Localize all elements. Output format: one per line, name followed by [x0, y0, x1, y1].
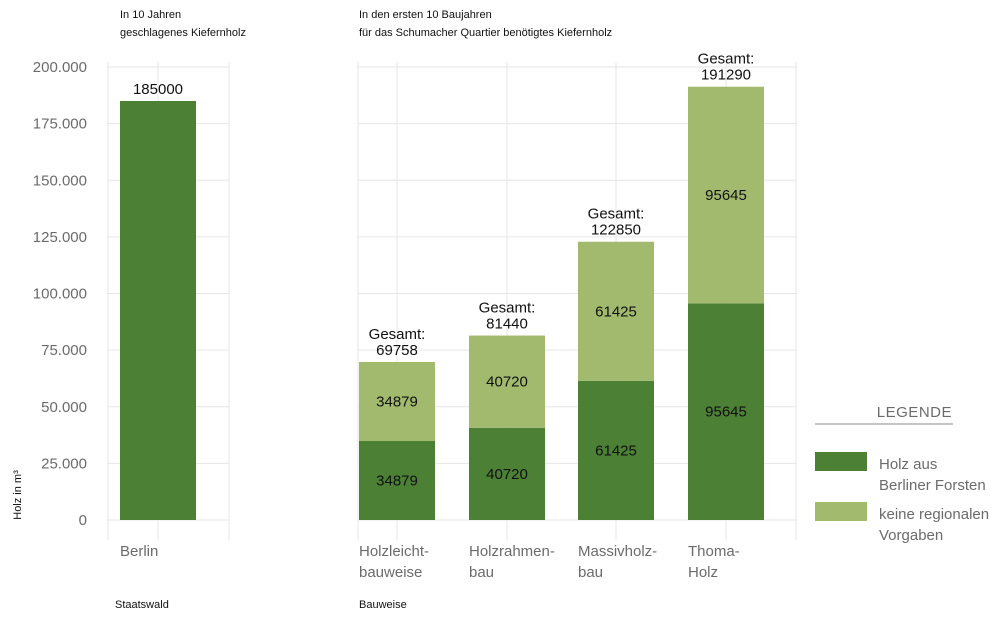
bar-total-label: 122850	[591, 222, 641, 239]
data-label-dark: 34879	[376, 472, 418, 489]
legend-label: Berliner Forsten	[879, 477, 986, 494]
data-label-light: 34879	[376, 393, 418, 410]
bar-segment-keine-regionalen-vorgaben	[688, 86, 764, 304]
y-tick-label: 50.000	[41, 399, 87, 416]
y-tick-label: 125.000	[33, 229, 87, 246]
x-tick-label: Berlin	[120, 543, 158, 560]
bar-total-label: 81440	[486, 316, 528, 333]
panel-title: In 10 Jahren	[120, 9, 181, 21]
bar-segment-holz-aus-berliner-forsten	[688, 303, 764, 520]
data-label-light: 95645	[705, 187, 747, 204]
legend-swatch	[815, 502, 867, 521]
bar-segment-holz-aus-berliner-forsten	[120, 100, 196, 520]
x-tick-label: Holz	[688, 564, 718, 581]
bar-total-label: Gesamt:	[479, 300, 536, 317]
x-tick-label: bauweise	[359, 564, 422, 581]
data-label-dark: 40720	[486, 466, 528, 483]
y-tick-label: 25.000	[41, 455, 87, 472]
bar-total-label: 69758	[376, 342, 418, 359]
bar-segment-holz-aus-berliner-forsten	[359, 440, 435, 520]
bar-total-label: Gesamt:	[588, 206, 645, 223]
x-tick-label: bau	[469, 564, 494, 581]
data-label-light: 61425	[595, 303, 637, 320]
y-tick-label: 100.000	[33, 286, 87, 303]
bar-segment-holz-aus-berliner-forsten	[469, 427, 545, 520]
y-tick-label: 75.000	[41, 342, 87, 359]
x-tick-label: Holzrahmen-	[469, 543, 555, 560]
panel-title: geschlagenes Kiefernholz	[120, 27, 246, 39]
x-tick-label: Holzleicht-	[359, 543, 429, 560]
x-tick-label: bau	[578, 564, 603, 581]
bar-total-label: 185000	[133, 81, 183, 98]
bar-segment-holz-aus-berliner-forsten	[578, 380, 654, 520]
bar-total-label: 191290	[701, 67, 751, 84]
y-tick-label: 175.000	[33, 116, 87, 133]
panel-title: In den ersten 10 Baujahren	[359, 9, 492, 21]
x-axis-label: Staatswald	[115, 599, 169, 611]
bar-total-label: Gesamt:	[369, 326, 426, 343]
x-tick-label: Massivholz-	[578, 543, 657, 560]
data-label-light: 40720	[486, 374, 528, 391]
legend-title: LEGENDE	[877, 404, 952, 421]
legend-swatch	[815, 452, 867, 471]
bar-total-label: Gesamt:	[698, 51, 755, 68]
data-label-dark: 61425	[595, 442, 637, 459]
x-axis-label: Bauweise	[359, 599, 407, 611]
x-tick-label: Thoma-	[688, 543, 740, 560]
bar-segment-keine-regionalen-vorgaben	[578, 241, 654, 381]
legend-label: Holz aus	[879, 456, 937, 473]
y-axis-label: Holz in m³	[12, 470, 24, 520]
y-tick-label: 200.000	[33, 59, 87, 76]
legend-label: keine regionalen	[879, 506, 989, 523]
bar-segment-keine-regionalen-vorgaben	[469, 335, 545, 428]
bar-segment-keine-regionalen-vorgaben	[359, 361, 435, 441]
data-label-dark: 95645	[705, 404, 747, 421]
y-tick-label: 0	[79, 512, 87, 529]
y-tick-label: 150.000	[33, 172, 87, 189]
legend-label: Vorgaben	[879, 527, 943, 544]
panel-title: für das Schumacher Quartier benötigtes K…	[359, 27, 612, 39]
